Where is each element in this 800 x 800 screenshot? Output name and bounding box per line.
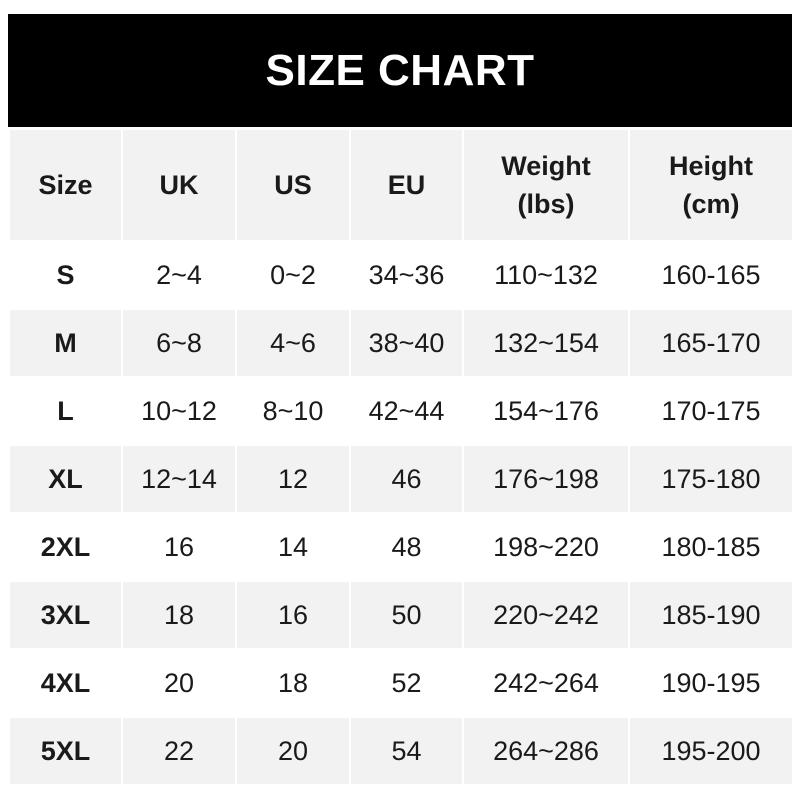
- table-row: 5XL 22 20 54 264~286 195-200: [8, 716, 794, 786]
- column-header-unit: (lbs): [517, 189, 575, 219]
- table-row: L 10~12 8~10 42~44 154~176 170-175: [8, 376, 794, 446]
- table-cell: 8~10: [235, 376, 351, 446]
- table-cell: 38~40: [349, 308, 464, 378]
- table-cell: 48: [349, 512, 464, 582]
- size-label: 5XL: [8, 716, 123, 786]
- column-header-line: EU: [387, 170, 426, 200]
- column-header-height: Height (cm): [628, 128, 794, 242]
- table-cell: 6~8: [121, 308, 237, 378]
- size-label: 3XL: [8, 580, 123, 650]
- column-header-eu: EU: [349, 128, 464, 242]
- table-row: XL 12~14 12 46 176~198 175-180: [8, 444, 794, 514]
- column-header-line: Size: [38, 170, 93, 200]
- table-cell: 18: [121, 580, 237, 650]
- table-row: 4XL 20 18 52 242~264 190-195: [8, 648, 794, 718]
- table-cell: 165-170: [628, 308, 794, 378]
- table-cell: 20: [235, 716, 351, 786]
- column-header-line: US: [274, 170, 312, 200]
- table-row: S 2~4 0~2 34~36 110~132 160-165: [8, 240, 794, 310]
- column-header-us: US: [235, 128, 351, 242]
- size-chart-title: SIZE CHART: [8, 14, 792, 127]
- size-label: 2XL: [8, 512, 123, 582]
- column-header-weight: Weight (lbs): [462, 128, 630, 242]
- column-header-uk: UK: [121, 128, 237, 242]
- table-cell: 46: [349, 444, 464, 514]
- table-cell: 176~198: [462, 444, 630, 514]
- size-label: 4XL: [8, 648, 123, 718]
- table-cell: 50: [349, 580, 464, 650]
- column-header-line: Weight: [501, 151, 591, 181]
- column-header-unit: (cm): [682, 189, 740, 219]
- column-header-size: Size: [8, 128, 123, 242]
- table-cell: 16: [121, 512, 237, 582]
- table-cell: 160-165: [628, 240, 794, 310]
- table-cell: 195-200: [628, 716, 794, 786]
- table-row: M 6~8 4~6 38~40 132~154 165-170: [8, 308, 794, 378]
- size-label: L: [8, 376, 123, 446]
- table-cell: 52: [349, 648, 464, 718]
- table-cell: 175-180: [628, 444, 794, 514]
- table-cell: 2~4: [121, 240, 237, 310]
- size-label: M: [8, 308, 123, 378]
- table-cell: 20: [121, 648, 237, 718]
- table-cell: 54: [349, 716, 464, 786]
- table-row: 2XL 16 14 48 198~220 180-185: [8, 512, 794, 582]
- column-header-line: Height: [669, 151, 753, 181]
- table-cell: 42~44: [349, 376, 464, 446]
- table-cell: 264~286: [462, 716, 630, 786]
- table-cell: 198~220: [462, 512, 630, 582]
- header-row: Size UK US EU Weight (lbs) Height (cm): [8, 128, 794, 242]
- table-cell: 154~176: [462, 376, 630, 446]
- table-cell: 185-190: [628, 580, 794, 650]
- table-cell: 16: [235, 580, 351, 650]
- table-cell: 170-175: [628, 376, 794, 446]
- table-cell: 22: [121, 716, 237, 786]
- table-cell: 0~2: [235, 240, 351, 310]
- table-cell: 242~264: [462, 648, 630, 718]
- table-cell: 10~12: [121, 376, 237, 446]
- table-cell: 220~242: [462, 580, 630, 650]
- table-cell: 4~6: [235, 308, 351, 378]
- table-cell: 180-185: [628, 512, 794, 582]
- table-cell: 12~14: [121, 444, 237, 514]
- table-cell: 34~36: [349, 240, 464, 310]
- size-label: XL: [8, 444, 123, 514]
- table-row: 3XL 18 16 50 220~242 185-190: [8, 580, 794, 650]
- table-cell: 110~132: [462, 240, 630, 310]
- table-cell: 12: [235, 444, 351, 514]
- table-cell: 18: [235, 648, 351, 718]
- table-cell: 14: [235, 512, 351, 582]
- column-header-line: UK: [159, 170, 199, 200]
- table-cell: 190-195: [628, 648, 794, 718]
- table-cell: 132~154: [462, 308, 630, 378]
- size-chart-table: Size UK US EU Weight (lbs) Height (cm) S 2~4 0~2 3…: [8, 128, 794, 786]
- size-label: S: [8, 240, 123, 310]
